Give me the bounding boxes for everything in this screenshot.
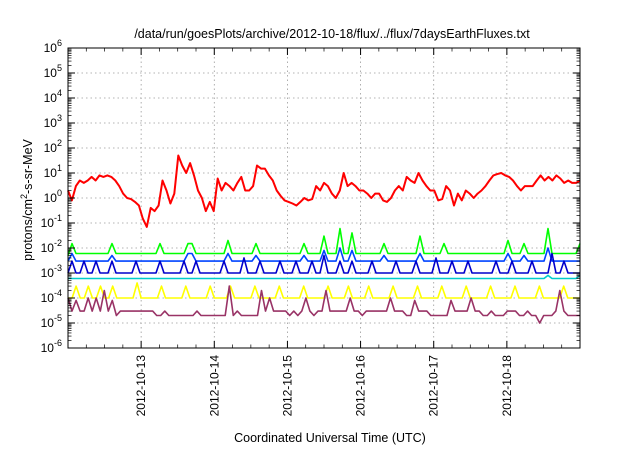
y-tick-label: 10-4 [41,288,62,305]
y-tick-label: 105 [44,63,62,80]
y-tick-label: 104 [44,88,62,105]
chart-title: /data/run/goesPlots/archive/2012-10-18/f… [134,27,530,41]
x-tick-label: 2012-10-15 [280,355,294,417]
axes [67,47,581,349]
series-line-1 [67,154,581,228]
x-tick-label: 2012-10-14 [207,355,221,417]
y-tick-label: 10-6 [41,338,62,355]
y-tick-label: 10-5 [41,313,62,330]
x-tick-label: 2012-10-17 [427,355,441,417]
series-line-5 [68,274,581,280]
grid [68,48,580,348]
y-axis-label: protons/cm2-s-sr-MeV [19,138,35,260]
x-tick-labels: 2012-10-13 2012-10-14 2012-10-15 2012-10-16… [134,355,514,417]
series-layer [67,154,581,324]
y-tick-label: 106 [44,38,62,55]
y-tick-label: 101 [44,163,62,180]
series-line-3 [67,247,580,262]
plot-frame [67,47,581,349]
series-line-6 [68,282,580,299]
x-tick-label: 2012-10-18 [500,355,514,417]
x-tick-label: 2012-10-13 [134,355,148,417]
series-line-7 [67,285,580,324]
x-axis-label: Coordinated Universal Time (UTC) [234,431,426,445]
y-tick-label: 102 [44,138,62,155]
y-tick-label: 10-2 [41,238,62,255]
y-tick-labels: 10-6 10-5 10-4 10-3 10-2 10-1 100 101 102 103 104 1… [41,38,62,355]
y-tick-label: 10-1 [41,213,62,230]
x-tick-label: 2012-10-16 [354,355,368,417]
y-tick-label: 10-3 [41,263,62,280]
series-line-4 [67,252,580,274]
series-line-2 [67,227,581,256]
y-tick-label: 100 [44,188,62,205]
y-tick-label: 103 [44,113,62,130]
